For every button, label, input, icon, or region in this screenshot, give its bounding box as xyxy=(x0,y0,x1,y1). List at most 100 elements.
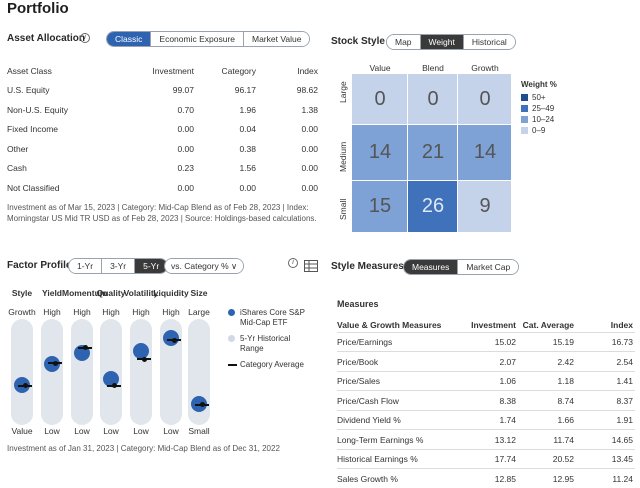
col-category: Category xyxy=(221,66,257,76)
info-icon[interactable]: i xyxy=(288,258,298,268)
factor-profile-heading: Factor Profile xyxy=(7,260,72,271)
factor-period-tabs: 1-Yr 3-Yr 5-Yr xyxy=(68,258,169,274)
row-divider xyxy=(337,351,635,352)
factor-top-label: Large xyxy=(188,307,210,317)
style-col-growth: Growth xyxy=(471,63,499,73)
tab-classic[interactable]: Classic xyxy=(107,32,152,46)
table-cell: 1.91 xyxy=(616,415,633,425)
factor-top-label: High xyxy=(162,307,180,317)
style-row-large: Large xyxy=(338,81,348,103)
factor-legend: iShares Core S&P Mid-Cap ETF 5-Yr Histor… xyxy=(228,308,308,370)
measure-label: Dividend Yield % xyxy=(337,415,401,425)
style-box-cell: 21 xyxy=(408,125,457,180)
factor-fund-dot xyxy=(163,330,179,347)
legend-label: 50+ xyxy=(532,93,546,102)
table-cell: 96.17 xyxy=(234,85,256,95)
legend-label: 10–24 xyxy=(532,115,555,124)
factor-bottom-label: Low xyxy=(74,426,90,436)
style-box-cell: 26 xyxy=(408,181,457,232)
style-box-value: 9 xyxy=(479,195,491,217)
measures-subheading: Measures xyxy=(337,299,379,309)
stock-style-tabs: Map Weight Historical xyxy=(386,34,516,50)
tab-weight[interactable]: Weight xyxy=(420,35,464,49)
table-cell: 0.38 xyxy=(239,143,256,154)
table-cell: 0.00 xyxy=(239,182,256,193)
tab-market-value[interactable]: Market Value xyxy=(244,32,310,46)
legend-swatch xyxy=(521,94,528,102)
table-cell: 14.65 xyxy=(611,434,633,445)
style-box-value: 15 xyxy=(368,195,392,217)
style-box-value: 14 xyxy=(473,141,497,163)
table-cell: 8.37 xyxy=(616,395,633,406)
factor-range-track xyxy=(11,319,33,425)
table-cell: 13.12 xyxy=(494,434,516,445)
table-cell: 0.00 xyxy=(177,124,194,134)
style-col-blend: Blend xyxy=(422,63,444,73)
style-row-medium: Medium xyxy=(338,141,348,172)
col-investment: Investment xyxy=(152,66,194,76)
table-cell: 17.74 xyxy=(494,454,516,464)
comparison-dropdown[interactable]: vs. Category % ∨ xyxy=(164,258,245,274)
tab-map[interactable]: Map xyxy=(387,35,421,49)
legend-swatch xyxy=(521,105,528,113)
table-cell: 0.00 xyxy=(301,182,318,193)
style-box-cell: 0 xyxy=(408,74,457,124)
factor-name: Style xyxy=(11,288,33,298)
col-measure: Value & Growth Measures xyxy=(337,320,442,330)
style-measures-heading: Style Measures xyxy=(331,261,404,272)
style-box-value: 0 xyxy=(374,87,386,110)
table-cell: 11.24 xyxy=(612,473,633,484)
table-cell: 20.52 xyxy=(552,454,574,464)
asset-allocation-footnote-1: Investment as of Mar 15, 2023 | Category… xyxy=(7,203,309,212)
style-box-value: 0 xyxy=(427,87,439,110)
legend-label: 25–49 xyxy=(532,104,555,113)
tab-5yr[interactable]: 5-Yr xyxy=(135,259,168,273)
measure-label: Price/Sales xyxy=(337,376,380,386)
page-title: Portfolio xyxy=(7,0,69,17)
tab-3yr[interactable]: 3-Yr xyxy=(102,259,136,273)
style-box-cell: 0 xyxy=(352,74,407,124)
tab-market-cap[interactable]: Market Cap xyxy=(458,260,519,274)
style-box-value: 14 xyxy=(368,141,392,163)
row-label: Fixed Income xyxy=(7,124,59,134)
row-label: Other xyxy=(7,143,29,154)
factor-top-label: High xyxy=(73,307,91,317)
style-row-small: Small xyxy=(338,198,348,220)
tab-1yr[interactable]: 1-Yr xyxy=(69,259,103,273)
table-cell: 1.41 xyxy=(616,376,633,386)
table-cell: 0.04 xyxy=(239,124,256,134)
col-asset-class: Asset Class xyxy=(7,66,52,76)
factor-top-label: Growth xyxy=(8,307,36,317)
measure-label: Historical Earnings % xyxy=(337,454,418,464)
factor-footnote: Investment as of Jan 31, 2023 | Category… xyxy=(7,444,280,453)
table-cell: 12.95 xyxy=(552,473,574,484)
asset-allocation-tabs: Classic Economic Exposure Market Value xyxy=(106,31,311,47)
factor-category-average xyxy=(78,345,92,351)
legend-swatch xyxy=(521,116,528,124)
tab-measures[interactable]: Measures xyxy=(404,260,459,274)
factor-name: Momentum xyxy=(62,288,108,298)
factor-bottom-label: Low xyxy=(163,426,179,436)
row-divider xyxy=(337,429,635,430)
legend-label: 0–9 xyxy=(532,126,546,135)
table-cell: 98.62 xyxy=(296,85,318,95)
factor-fund-dot xyxy=(133,342,149,359)
asset-allocation-heading: Asset Allocation xyxy=(7,33,85,44)
measure-label: Price/Book xyxy=(337,356,379,367)
style-col-value: Value xyxy=(369,63,391,73)
table-cell: 99.07 xyxy=(172,85,194,95)
info-icon[interactable]: i xyxy=(80,33,90,43)
table-view-icon[interactable] xyxy=(304,260,318,272)
table-cell: 0.00 xyxy=(177,182,194,193)
col-cat-average: Cat. Average xyxy=(522,320,574,330)
table-cell: 1.66 xyxy=(557,415,574,425)
stock-style-heading: Stock Style xyxy=(331,36,385,47)
style-box-cell: 14 xyxy=(352,125,407,180)
tab-economic-exposure[interactable]: Economic Exposure xyxy=(151,32,244,46)
row-divider xyxy=(337,448,635,450)
measure-label: Price/Earnings xyxy=(337,337,393,347)
table-cell: 13.45 xyxy=(611,454,633,464)
tab-historical[interactable]: Historical xyxy=(463,35,515,49)
factor-name: Yield xyxy=(42,288,62,298)
style-box-cell: 15 xyxy=(352,181,407,232)
